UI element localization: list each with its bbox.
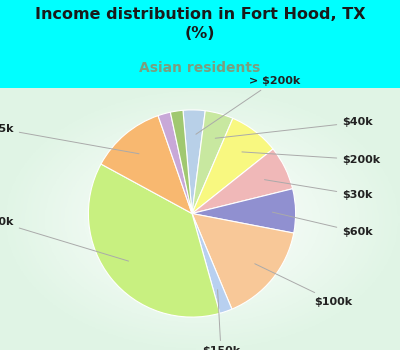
Wedge shape (192, 118, 273, 214)
Text: $200k: $200k (242, 152, 380, 164)
Text: Asian residents: Asian residents (139, 61, 261, 75)
Wedge shape (88, 164, 220, 317)
Text: $100k: $100k (255, 264, 352, 307)
Text: $50k: $50k (0, 217, 128, 261)
Text: > $200k: > $200k (196, 76, 300, 134)
Wedge shape (101, 116, 192, 214)
Text: $75k: $75k (0, 124, 139, 154)
Text: $60k: $60k (272, 212, 373, 237)
Text: $150k: $150k (202, 290, 240, 350)
Wedge shape (183, 110, 205, 214)
Text: $40k: $40k (215, 117, 373, 138)
Wedge shape (192, 189, 296, 233)
Wedge shape (192, 149, 292, 214)
Wedge shape (192, 111, 233, 214)
Wedge shape (192, 214, 294, 309)
Text: Income distribution in Fort Hood, TX
(%): Income distribution in Fort Hood, TX (%) (35, 7, 365, 41)
Wedge shape (158, 112, 192, 214)
Wedge shape (192, 214, 232, 313)
Wedge shape (170, 110, 192, 214)
Text: $30k: $30k (264, 180, 372, 200)
